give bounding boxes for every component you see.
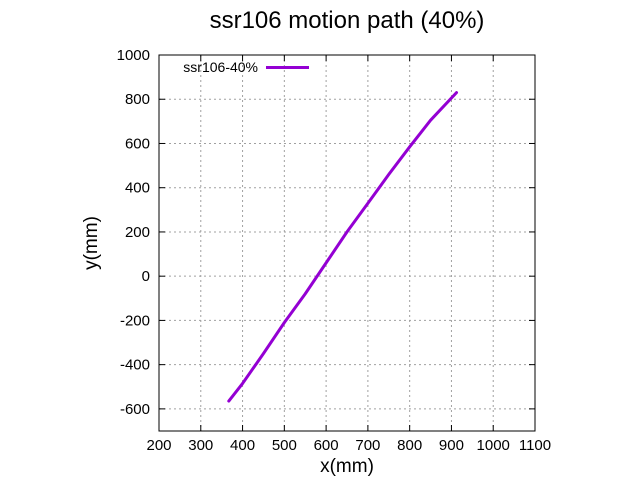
y-tick-label: -600 xyxy=(120,401,150,418)
y-tick-label: 1000 xyxy=(117,47,150,64)
x-tick-label: 800 xyxy=(397,437,422,454)
x-tick-label: 1100 xyxy=(519,437,551,454)
y-tick-label: 800 xyxy=(125,91,150,108)
x-axis-label: x(mm) xyxy=(320,456,374,477)
y-axis-label: y(mm) xyxy=(81,216,102,270)
x-tick-label: 400 xyxy=(230,437,255,454)
y-tick-label: 0 xyxy=(142,268,150,285)
y-tick-label: -200 xyxy=(120,312,150,329)
x-tick-label: 600 xyxy=(314,437,339,454)
grid-lines xyxy=(159,55,535,431)
x-tick-label: 300 xyxy=(188,437,213,454)
chart-title: ssr106 motion path (40%) xyxy=(210,7,485,34)
y-tick-label: 200 xyxy=(125,224,150,241)
x-tick-label: 1000 xyxy=(477,437,510,454)
series-group xyxy=(227,91,458,403)
legend: ssr106-40% xyxy=(183,59,309,75)
y-tick-label: 400 xyxy=(125,180,150,197)
x-tick-label: 900 xyxy=(439,437,464,454)
y-axis-ticks: -600 -400 -200 0 200 400 600 800 1000 xyxy=(117,47,535,418)
x-tick-label: 700 xyxy=(355,437,380,454)
x-tick-label: 200 xyxy=(146,437,171,454)
x-tick-label: 500 xyxy=(272,437,297,454)
x-axis-ticks: 200 300 400 500 600 700 800 900 1000 1100 xyxy=(146,55,551,454)
plot-frame xyxy=(158,54,536,432)
y-tick-label: -400 xyxy=(120,357,150,374)
series-line xyxy=(227,91,458,403)
y-tick-label: 600 xyxy=(125,135,150,152)
legend-label: ssr106-40% xyxy=(183,59,258,75)
